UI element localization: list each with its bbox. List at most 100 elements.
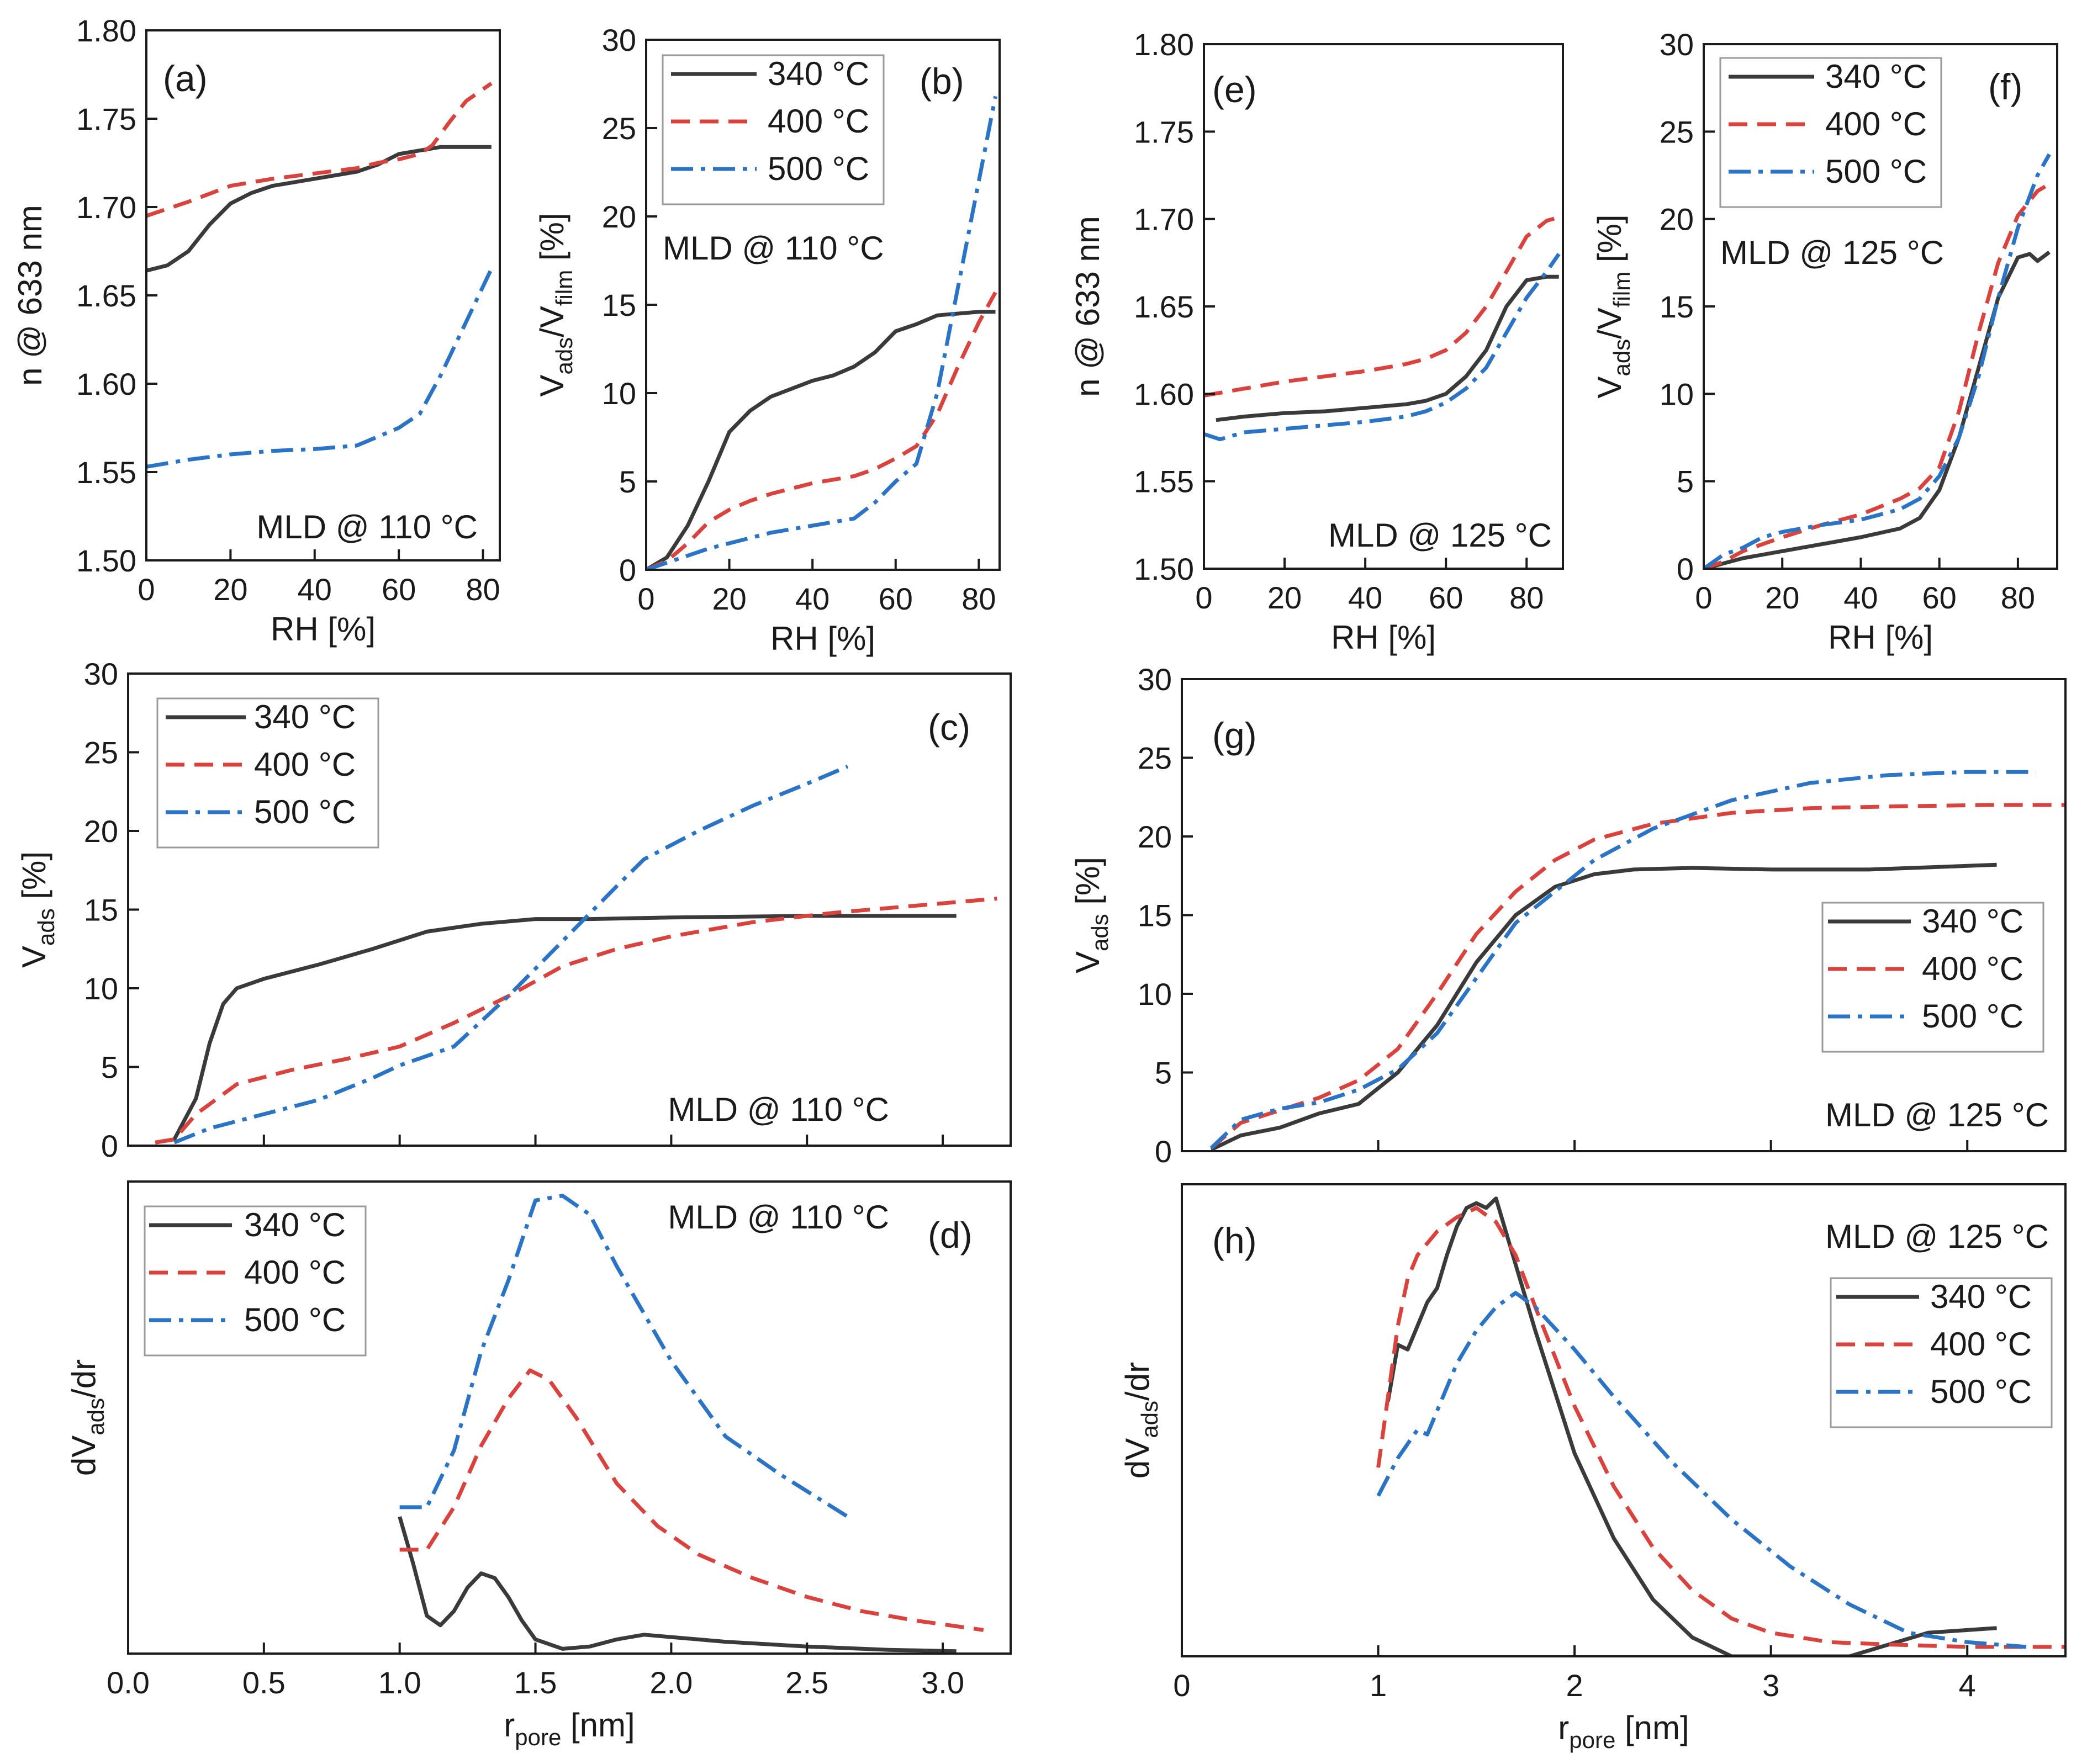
y-tick-label: 1.80: [76, 13, 136, 48]
axes-frame: [145, 29, 501, 561]
y-axis-label: n @ 633 nm: [12, 205, 49, 386]
x-axis-label-r: r: [1558, 1709, 1569, 1746]
series-line-c-0: [155, 914, 957, 1145]
x-tick-label: 20: [1267, 580, 1302, 615]
legend-label-1: 400 °C: [1825, 105, 1927, 142]
series-line-g-1: [1210, 803, 2065, 1149]
y-tick-label: 0: [619, 553, 636, 587]
y-tick-label: 10: [1138, 977, 1172, 1011]
panel-label: (d): [928, 1215, 973, 1256]
panel-label: (b): [920, 61, 964, 102]
legend-label-1: 400 °C: [244, 1254, 346, 1291]
y-axis-label-part: ads: [83, 1398, 109, 1435]
y-axis-label-part: dV: [1119, 1438, 1156, 1479]
x-tick-label: 2.5: [785, 1665, 828, 1700]
x-axis-label-sub: pore: [1569, 1727, 1615, 1753]
legend: 340 °C 400 °C 500 °C: [1719, 57, 1942, 208]
y-axis-label-part: n @ 633 nm: [12, 205, 49, 386]
axes-frame: [127, 1180, 1012, 1655]
x-axis-label: rpore [nm]: [1558, 1709, 1689, 1753]
legend-label-2: 500 °C: [1922, 998, 2023, 1035]
y-axis-label-part: V: [15, 946, 52, 968]
legend-label-0: 340 °C: [1825, 58, 1927, 95]
legend-label-2: 500 °C: [244, 1301, 346, 1338]
y-tick-label: 1.70: [1134, 202, 1194, 237]
annotation: MLD @ 110 °C: [668, 1091, 889, 1128]
x-tick-label: 0: [138, 572, 155, 607]
y-tick-label: 15: [1138, 898, 1172, 933]
y-tick-label: 1.80: [1134, 27, 1194, 62]
y-axis-label-part: [%]: [533, 213, 570, 269]
x-axis-label-sub: pore: [515, 1724, 561, 1750]
y-tick-label: 30: [84, 656, 118, 691]
panel-label: (g): [1212, 715, 1257, 756]
y-axis-label-part: ads: [33, 908, 59, 946]
y-axis-label-part: n @ 633 nm: [1069, 216, 1106, 397]
x-axis-label: rpore [nm]: [504, 1707, 635, 1750]
x-tick-label: 20: [213, 572, 247, 607]
y-axis-label: dVads/dr: [65, 1359, 109, 1476]
y-axis-label-part: [%]: [1069, 857, 1106, 914]
x-axis-label: RH [%]: [271, 611, 376, 648]
y-tick-label: 5: [1677, 464, 1694, 499]
x-tick-label: 0: [1695, 580, 1712, 615]
y-tick-label: 20: [602, 199, 636, 234]
series-line-g-2: [1209, 770, 2036, 1149]
legend-box: [1830, 1277, 2053, 1428]
y-axis-label-part: /dr: [1119, 1362, 1156, 1401]
legend-label-1: 400 °C: [1930, 1326, 2032, 1363]
panel-d: 0.0 0.5 1.0 1.5 2.0 2.5 3.0 rpore [nm] dVads/dr (…: [65, 1180, 1012, 1750]
x-tick-label: 4: [1959, 1668, 1976, 1703]
x-tick-label: 40: [1843, 580, 1878, 615]
y-axis-label-part: /V: [1591, 308, 1628, 339]
x-axis-label-unit: [nm]: [1615, 1709, 1689, 1746]
x-tick-label: 0: [1195, 580, 1212, 615]
series-line-e-0: [1216, 274, 1559, 422]
x-tick-label: 0.0: [107, 1665, 150, 1700]
y-tick-label: 1.50: [76, 543, 136, 578]
y-axis-label-part: ads: [1087, 914, 1113, 951]
y-tick-label: 10: [602, 376, 636, 411]
y-tick-label: 30: [602, 23, 636, 57]
y-axis-label: Vads [%]: [1069, 857, 1113, 973]
series-line-b-2: [646, 96, 997, 570]
y-tick-label: 10: [1660, 377, 1694, 411]
panel-label: (f): [1988, 66, 2022, 107]
y-tick-label: 0: [1155, 1134, 1172, 1169]
legend-box: [144, 1205, 367, 1357]
y-tick-label: 30: [1660, 27, 1694, 62]
y-tick-label: 25: [1138, 741, 1172, 776]
y-tick-label: 15: [84, 893, 118, 928]
y-tick-label: 5: [101, 1050, 118, 1085]
legend-label-1: 400 °C: [254, 746, 356, 783]
x-tick-label: 40: [795, 581, 829, 616]
panel-g: 0 5 10 15 20 25 30 Vads [%] (g) MLD @ 125 °C 340 °…: [1069, 662, 2067, 1169]
legend-label-0: 340 °C: [1930, 1278, 2032, 1315]
y-axis-label: dVads/dr: [1119, 1362, 1163, 1479]
annotation: MLD @ 125 °C: [1825, 1218, 2049, 1255]
x-tick-label: 0: [637, 581, 654, 616]
y-axis-label-part: film: [1609, 272, 1635, 308]
series-line-f-2: [1704, 153, 2051, 569]
panel-a: 0 20 40 60 80 1.50 1.55 1.60 1.65 1.70 1.75 1.80 RH …: [12, 13, 501, 648]
series-line-d-1: [399, 1368, 984, 1632]
x-tick-label: 2: [1566, 1668, 1583, 1703]
legend-box: [1719, 57, 1942, 208]
legend-label-0: 340 °C: [244, 1206, 346, 1243]
x-tick-label: 1.5: [514, 1665, 557, 1700]
y-tick-label: 1.75: [76, 102, 136, 136]
series-line-g-0: [1210, 862, 1997, 1151]
x-axis-label: RH [%]: [1828, 619, 1933, 656]
x-axis-label: RH [%]: [770, 620, 875, 657]
y-axis-label: Vads [%]: [15, 851, 59, 968]
y-axis-label-part: [%]: [15, 851, 52, 908]
y-tick-label: 30: [1138, 662, 1172, 697]
annotation: MLD @ 125 °C: [1328, 517, 1552, 554]
y-tick-label: 25: [84, 735, 118, 770]
legend-box: [662, 54, 885, 205]
legend-label-2: 500 °C: [1825, 153, 1927, 190]
series-line-c-1: [155, 897, 997, 1145]
y-tick-label: 15: [602, 288, 636, 322]
legend-label-2: 500 °C: [1930, 1373, 2032, 1410]
